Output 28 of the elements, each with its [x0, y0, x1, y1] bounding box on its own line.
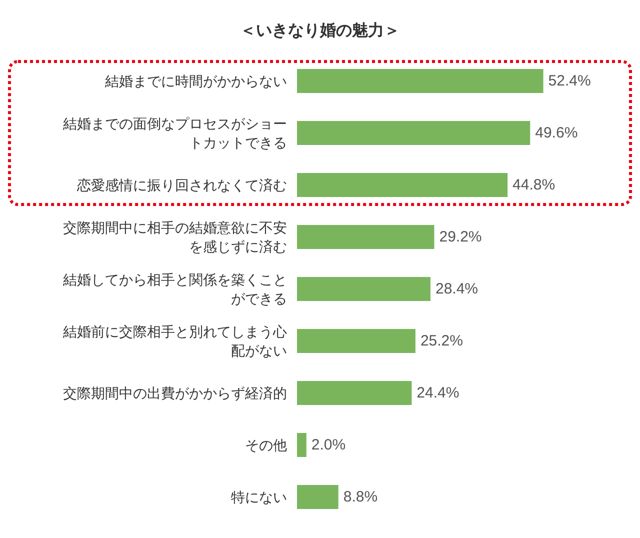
y-tick-label: 結婚前に交際相手と別れてしまう心配がない [62, 324, 287, 358]
data-label: 25.2% [420, 332, 463, 350]
bar [297, 381, 412, 405]
data-label: 28.4% [435, 280, 478, 298]
bar [297, 485, 338, 509]
data-label: 8.8% [343, 488, 378, 506]
y-tick-label: 結婚までの面倒なプロセスがショートカットできる [62, 116, 287, 150]
data-label: 2.0% [311, 436, 346, 454]
data-label: 24.4% [416, 384, 460, 402]
bar [297, 173, 508, 197]
data-label: 29.2% [439, 228, 482, 246]
bar [297, 121, 530, 145]
y-tick-label: 結婚してから相手と関係を築くことができる [62, 272, 287, 306]
y-tick-label: 結婚までに時間がかからない [104, 73, 287, 89]
y-tick-label: 恋愛感情に振り回されなくて済む [76, 177, 287, 193]
data-label: 49.6% [535, 124, 578, 142]
data-label: 44.8% [512, 176, 556, 194]
data-label: 52.4% [548, 72, 591, 90]
bar [297, 225, 434, 249]
bar [297, 277, 430, 301]
bar [297, 69, 544, 93]
bar [297, 329, 416, 353]
y-tick-label: その他 [245, 437, 287, 453]
y-tick-label: 特にない [231, 489, 287, 505]
y-tick-label: 交際期間中の出費がかからず経済的 [63, 385, 287, 401]
chart-title: ＜いきなり婚の魅力＞ [240, 22, 400, 40]
bar [297, 433, 306, 457]
y-tick-label: 交際期間中に相手の結婚意欲に不安を感じずに済む [63, 220, 287, 254]
